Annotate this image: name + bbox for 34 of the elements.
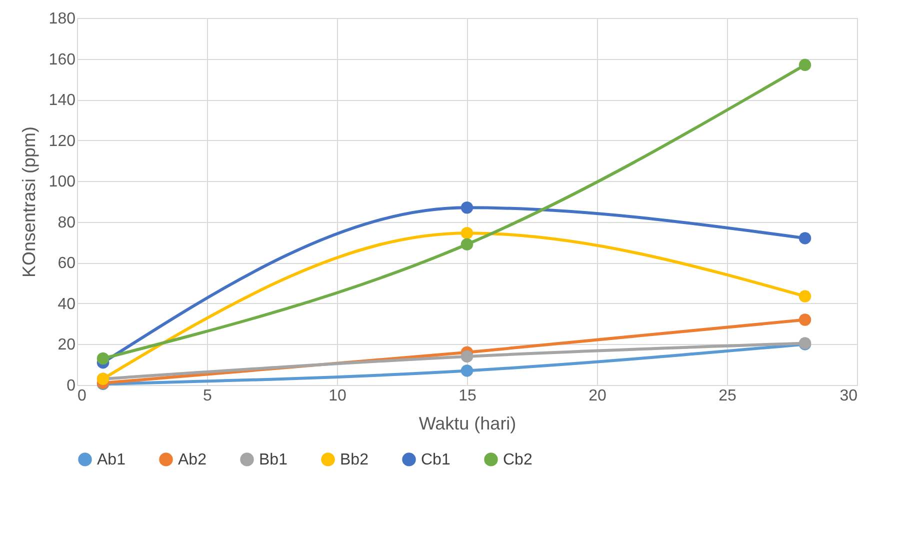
y-tick-label: 60	[58, 255, 76, 272]
legend-label: Ab1	[97, 451, 126, 468]
point	[798, 290, 812, 302]
y-tick-label: 80	[58, 214, 76, 232]
legend-label: Cb1	[421, 451, 450, 468]
legend-label: Ab2	[178, 451, 207, 468]
y-tick-label: 140	[48, 92, 76, 110]
legend-label: Cb2	[503, 451, 532, 468]
y-tick-label: 120	[48, 132, 76, 150]
y-tick-label: 180	[48, 10, 76, 28]
point	[460, 202, 474, 214]
y-tick-label: 40	[58, 296, 76, 313]
legend-label: Bb2	[340, 451, 369, 468]
point	[460, 364, 474, 377]
y-axis-title: KOnsentrasi (ppm)	[18, 126, 39, 278]
point	[798, 232, 812, 244]
y-tick-label: 100	[48, 174, 76, 191]
point	[460, 350, 474, 363]
point	[460, 238, 474, 250]
x-tick-label: 10	[328, 388, 346, 404]
x-tick-label: 5	[203, 388, 212, 404]
point	[96, 352, 110, 365]
x-tick-label: 30	[840, 388, 858, 404]
point	[460, 226, 474, 240]
x-tick-label: 0	[78, 388, 86, 404]
y-tick-label: 20	[58, 336, 76, 354]
x-tick-label: 15	[458, 388, 476, 404]
x-tick-label: 25	[718, 388, 736, 404]
legend-label: Bb1	[259, 451, 288, 468]
x-tick-label: 20	[588, 388, 606, 404]
x-axis-title: Waktu (hari)	[418, 414, 516, 434]
y-tick-label: 160	[48, 51, 76, 68]
point	[798, 314, 812, 326]
point	[798, 58, 812, 72]
